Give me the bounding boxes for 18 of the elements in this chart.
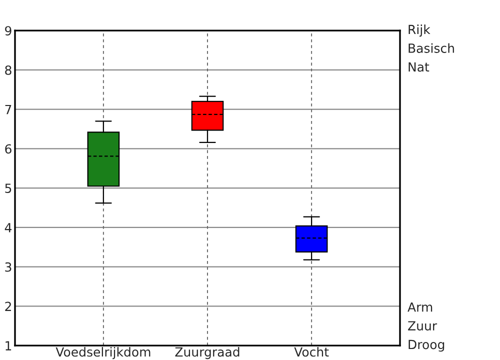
y-tick-label: 9 — [5, 26, 12, 36]
y-tick-label: 6 — [5, 144, 12, 154]
y-tick-label: 8 — [5, 65, 12, 75]
text: Droog — [408, 340, 444, 352]
y-tick-label: 4 — [4, 223, 12, 232]
y-tick-label: 7 — [5, 104, 12, 114]
x-tick-label: Voedselrijkdom — [56, 346, 150, 360]
x-tick-label: Vocht — [294, 346, 329, 357]
text: Basisch — [408, 43, 454, 53]
y-tick-label: 5 — [5, 184, 12, 194]
y-tick-label: 2 — [5, 302, 11, 311]
y-tick-label: 3 — [5, 262, 12, 272]
text: Nat — [408, 62, 430, 72]
text: Rijk — [408, 24, 430, 37]
y-tick-label: 1 — [6, 341, 12, 350]
text: Arm — [408, 302, 432, 312]
x-tick-label: Zuurgraad — [175, 346, 240, 360]
text: Zuur — [408, 321, 438, 331]
